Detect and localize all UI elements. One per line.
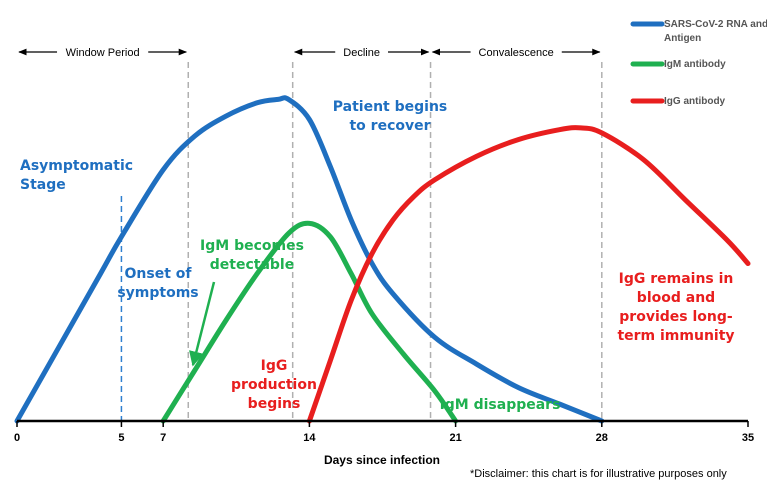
series-line-2: [306, 125, 751, 424]
x-tick-label-2: 7: [160, 432, 166, 444]
annotation-4: IgG production begins: [231, 358, 317, 412]
chart: Window Period Decline Convalescence 0 5 7 14 2…: [14, 19, 767, 467]
period-label-bg-1: [335, 44, 389, 59]
annotation-6-line-3: term immunity: [617, 328, 734, 344]
annotation-2-line-0: Patient begins: [333, 99, 448, 115]
x-tick-label-4: 21: [449, 432, 461, 444]
annotation-6: IgG remains in blood and provides long-ter…: [617, 271, 734, 344]
annotation-0: Asymptomatic Stage: [20, 158, 133, 193]
period-label-1: Decline: [343, 47, 380, 59]
annotation-3-line-1: detectable: [210, 257, 294, 273]
legend-label-2: IgG antibody: [664, 96, 726, 107]
igm-pointer-arrow: [189, 281, 216, 367]
disclaimer: *Disclaimer: this chart is for illustrat…: [470, 468, 727, 480]
series-line-0: [14, 95, 605, 424]
annotation-2: Patient begins to recover: [333, 99, 448, 134]
annotation-5-line-0: IgM disappears: [440, 397, 561, 413]
x-tick-label-5: 28: [596, 432, 608, 444]
period-label-bg-0: [57, 44, 149, 59]
annotation-6-line-2: provides long-: [619, 309, 733, 325]
period-label-bg-2: [470, 44, 562, 59]
annotation-4-line-1: production: [231, 377, 317, 393]
period-brackets: Window Period Decline Convalescence: [18, 44, 601, 59]
series-lines: [14, 95, 751, 424]
x-tick-label-3: 14: [303, 432, 316, 444]
x-tick-label-0: 0: [14, 432, 20, 444]
annotation-5: IgM disappears: [440, 397, 561, 413]
legend-label-1: IgM antibody: [664, 59, 726, 70]
annotation-6-line-0: IgG remains in: [619, 271, 734, 287]
legend-label-0: SARS-CoV-2 RNA and Antigen: [664, 19, 767, 44]
annotation-3-line-0: IgM becomes: [200, 238, 304, 254]
legend: SARS-CoV-2 RNA and Antigen IgM antibody IgG…: [630, 19, 767, 107]
x-tick-label-1: 5: [118, 432, 124, 444]
annotation-0-line-0: Asymptomatic: [20, 158, 133, 174]
annotation-3: IgM becomes detectable: [200, 238, 304, 273]
annotation-4-line-2: begins: [248, 396, 301, 412]
annotation-0-line-1: Stage: [20, 177, 66, 193]
annotation-1: Onset of symptoms: [117, 266, 198, 301]
annotation-4-line-0: IgG: [261, 358, 288, 374]
x-axis: 0 5 7 14 21 28 35 Days since infection: [14, 419, 754, 467]
annotations: Asymptomatic Stage Onset of symptoms Patient…: [20, 99, 735, 413]
x-axis-label: Days since infection: [324, 453, 440, 467]
x-tick-label-6: 35: [742, 432, 754, 444]
annotation-1-line-1: symptoms: [117, 285, 198, 301]
series-line-1: [160, 220, 459, 424]
annotation-1-line-0: Onset of: [125, 266, 193, 282]
period-label-0: Window Period: [66, 47, 140, 59]
period-label-2: Convalescence: [479, 47, 554, 59]
reference-lines: [120, 62, 603, 421]
annotation-2-line-1: to recover: [349, 118, 430, 134]
annotation-6-line-1: blood and: [637, 290, 715, 306]
